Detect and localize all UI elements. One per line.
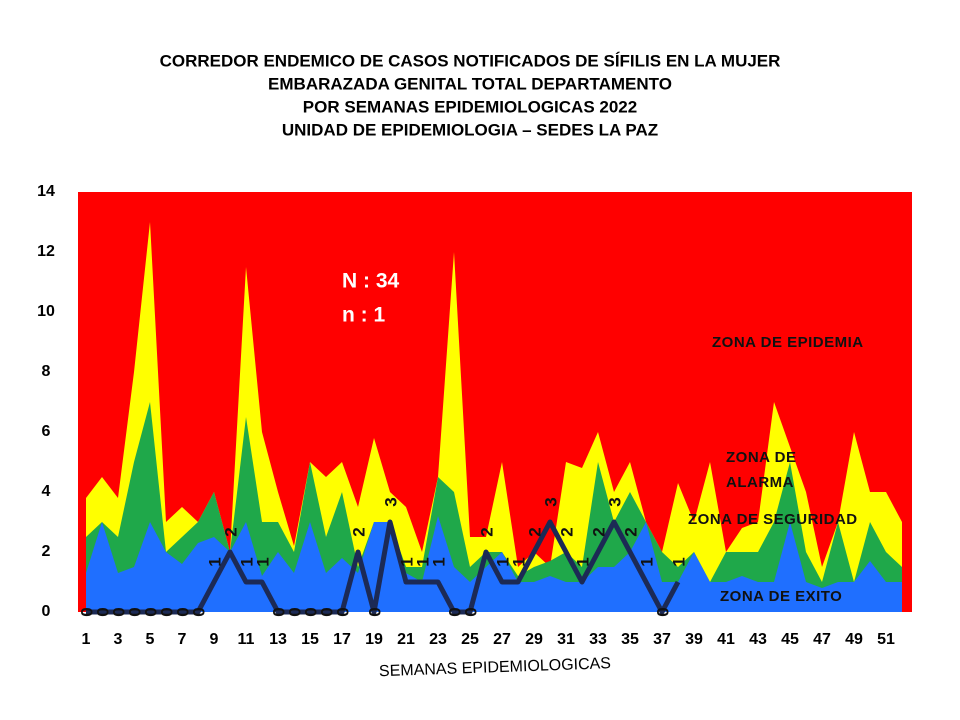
zone-label: ZONA DE SEGURIDAD — [688, 511, 858, 528]
data-label: 3 — [605, 497, 624, 506]
data-label: 1 — [429, 557, 448, 566]
data-label: 0 — [141, 607, 160, 616]
x-tick-label: 11 — [238, 631, 255, 648]
data-label: 1 — [413, 557, 432, 566]
y-tick-label: 6 — [42, 423, 51, 440]
x-tick-label: 41 — [717, 631, 735, 648]
zone-area — [86, 222, 902, 612]
zone-label: ZONA DE EXITO — [720, 588, 843, 605]
y-tick-label: 12 — [37, 243, 55, 260]
x-tick-label: 43 — [749, 631, 767, 648]
annotation: n : 1 — [342, 304, 385, 327]
data-label: 1 — [205, 557, 224, 566]
data-label: 2 — [621, 527, 640, 536]
zone-label: ZONA DE EPIDEMIA — [712, 334, 864, 351]
data-label: 2 — [477, 527, 496, 536]
data-label: 0 — [173, 607, 192, 616]
x-tick-label: 21 — [397, 631, 415, 648]
data-label: 0 — [77, 607, 96, 616]
data-label: 1 — [509, 557, 528, 566]
data-label: 0 — [445, 607, 464, 616]
data-label: 0 — [365, 607, 384, 616]
y-tick-label: 8 — [42, 363, 51, 380]
x-tick-label: 1 — [82, 631, 91, 648]
chart-title: POR SEMANAS EPIDEMIOLOGICAS 2022 — [303, 97, 637, 116]
x-tick-label: 27 — [493, 631, 511, 648]
y-tick-label: 0 — [42, 603, 51, 620]
data-label: 1 — [669, 557, 688, 566]
annotation: N : 34 — [342, 270, 400, 293]
x-tick-label: 29 — [525, 631, 543, 648]
data-label: 1 — [493, 557, 512, 566]
data-label: 0 — [301, 607, 320, 616]
data-label: 0 — [189, 607, 208, 616]
x-tick-label: 5 — [146, 631, 155, 648]
data-label: 0 — [317, 607, 336, 616]
x-tick-label: 7 — [178, 631, 187, 648]
data-label: 2 — [589, 527, 608, 536]
data-label: 0 — [653, 607, 672, 616]
y-tick-label: 2 — [42, 543, 51, 560]
data-label: 1 — [573, 557, 592, 566]
data-label: 2 — [525, 527, 544, 536]
x-tick-label: 31 — [557, 631, 575, 648]
x-tick-label: 19 — [365, 631, 383, 648]
data-label: 0 — [269, 607, 288, 616]
chart-title: UNIDAD DE EPIDEMIOLOGIA – SEDES LA PAZ — [282, 120, 658, 139]
y-tick-label: 14 — [37, 183, 55, 200]
x-tick-label: 39 — [685, 631, 703, 648]
x-tick-label: 35 — [621, 631, 639, 648]
data-label: 0 — [109, 607, 128, 616]
x-tick-label: 33 — [589, 631, 607, 648]
data-label: 0 — [125, 607, 144, 616]
x-tick-label: 45 — [781, 631, 799, 648]
data-label: 0 — [157, 607, 176, 616]
x-tick-label: 9 — [210, 631, 219, 648]
x-tick-label: 25 — [461, 631, 479, 648]
x-tick-label: 13 — [269, 631, 287, 648]
x-tick-label: 15 — [301, 631, 319, 648]
data-label: 1 — [237, 557, 256, 566]
data-label: 0 — [93, 607, 112, 616]
data-label: 1 — [397, 557, 416, 566]
case-line — [86, 519, 681, 615]
data-label: 2 — [349, 527, 368, 536]
x-tick-label: 37 — [653, 631, 671, 648]
chart-title: CORREDOR ENDEMICO DE CASOS NOTIFICADOS D… — [160, 51, 781, 70]
x-tick-label: 51 — [877, 631, 895, 648]
data-label: 3 — [541, 497, 560, 506]
y-tick-label: 4 — [42, 483, 51, 500]
x-tick-label: 17 — [333, 631, 351, 648]
data-label: 0 — [461, 607, 480, 616]
data-label: 1 — [253, 557, 272, 566]
data-label: 0 — [285, 607, 304, 616]
chart-title: EMBARAZADA GENITAL TOTAL DEPARTAMENTO — [268, 74, 672, 93]
x-axis-title: SEMANAS EPIDEMIOLOGICAS — [379, 655, 612, 680]
data-label: 1 — [637, 557, 656, 566]
x-tick-label: 23 — [429, 631, 447, 648]
data-label: 0 — [333, 607, 352, 616]
data-label: 2 — [221, 527, 240, 536]
data-label: 3 — [381, 497, 400, 506]
x-tick-label: 49 — [845, 631, 863, 648]
zone-label: ZONA DE ALARMA — [726, 449, 797, 491]
x-tick-label: 3 — [114, 631, 123, 648]
data-label: 2 — [557, 527, 576, 536]
y-tick-label: 10 — [37, 303, 55, 320]
x-tick-label: 47 — [813, 631, 831, 648]
